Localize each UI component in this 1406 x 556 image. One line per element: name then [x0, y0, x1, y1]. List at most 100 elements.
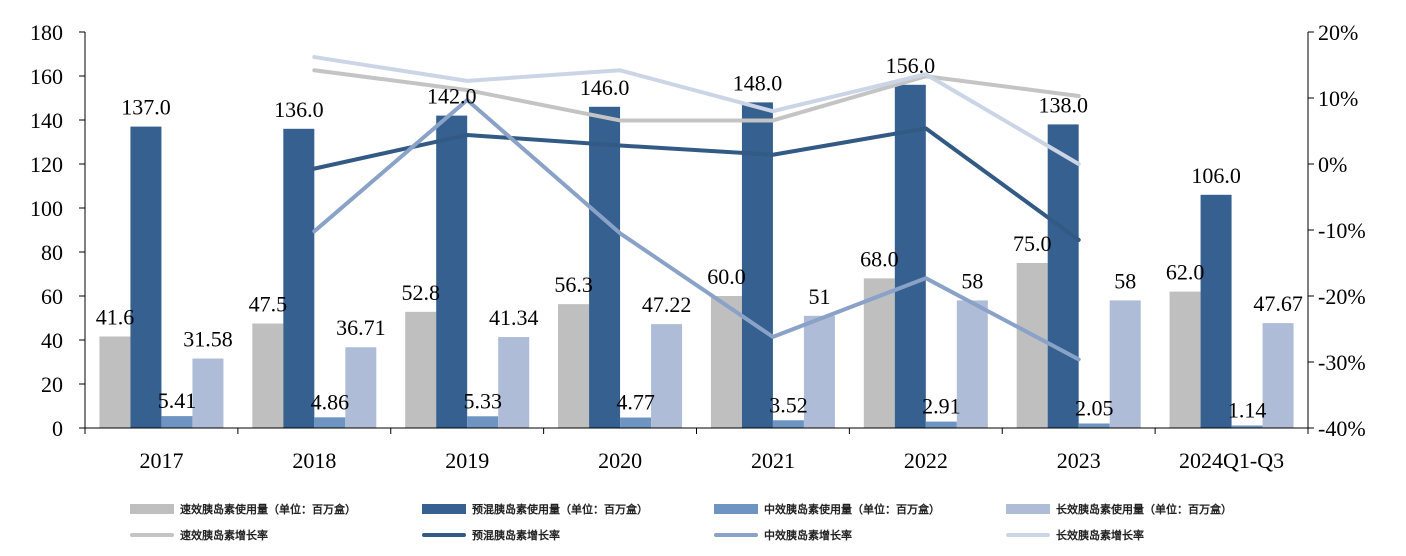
bar — [252, 323, 284, 428]
legend-swatch — [130, 504, 174, 514]
data-label: 75.0 — [1013, 231, 1052, 256]
growth-line — [312, 55, 1081, 166]
bar — [283, 128, 315, 429]
data-label: 5.33 — [463, 388, 502, 413]
legend-item-long-growth: 长效胰岛素增长率 — [1006, 527, 1298, 543]
legend-label: 中效胰岛素使用量（单位：百万盒） — [764, 503, 940, 516]
bar — [161, 416, 193, 428]
data-labels: 41.6 47.5 52.8 56.3 60.0 68.0 75.0 62.0 137.0 136… — [96, 53, 1303, 423]
legend-label: 预混胰岛素增长率 — [472, 529, 560, 542]
data-label: 36.71 — [336, 315, 386, 340]
bar — [772, 420, 804, 428]
insulin-usage-chart: 0 20 40 60 80 100 120 140 160 180 -40% -30% -20% -10%… — [30, 20, 1366, 473]
data-label: 51 — [808, 284, 830, 309]
data-label: 3.52 — [769, 392, 808, 417]
legend-item-intermediate-usage: 中效胰岛素使用量（单位：百万盒） — [714, 501, 1006, 517]
legend-label: 预混胰岛素使用量（单位：百万盒） — [472, 503, 648, 516]
bar — [894, 84, 926, 429]
left-tick-label: 40 — [41, 328, 63, 353]
data-label: 146.0 — [580, 75, 630, 100]
right-tick-label: 20% — [1318, 20, 1358, 45]
bar — [498, 337, 530, 428]
data-label: 148.0 — [733, 70, 783, 95]
bar — [803, 315, 835, 428]
right-tick-label: -10% — [1318, 218, 1366, 243]
bar — [925, 421, 957, 428]
bar — [1047, 124, 1079, 429]
bar — [1231, 425, 1263, 428]
x-tick-label: 2021 — [751, 448, 795, 473]
data-label: 156.0 — [886, 53, 936, 78]
data-label: 60.0 — [707, 264, 746, 289]
data-label: 52.8 — [401, 280, 440, 305]
bar — [956, 300, 988, 428]
data-label: 142.0 — [427, 84, 477, 109]
right-tick-label: 0% — [1318, 152, 1347, 177]
x-tick-label: 2017 — [139, 448, 183, 473]
legend-swatch — [422, 504, 466, 514]
left-tick-label: 120 — [30, 152, 63, 177]
right-tick-label: -30% — [1318, 350, 1366, 375]
bar — [589, 106, 621, 429]
axes: 0 20 40 60 80 100 120 140 160 180 -40% -30% -20% -10%… — [30, 20, 1366, 473]
data-label: 41.34 — [489, 305, 539, 330]
growth-lines — [312, 55, 1081, 362]
left-tick-label: 160 — [30, 64, 63, 89]
legend-label: 长效胰岛素增长率 — [1056, 529, 1144, 542]
bar — [710, 296, 742, 428]
bar — [651, 324, 683, 428]
data-label: 41.6 — [96, 304, 135, 329]
data-label: 47.22 — [642, 292, 692, 317]
growth-line — [312, 68, 1081, 123]
legend-label: 长效胰岛素使用量（单位：百万盒） — [1056, 503, 1232, 516]
legend-row-lines: 速效胰岛素增长率 预混胰岛素增长率 中效胰岛素增长率 长效胰岛素增长率 — [130, 522, 1310, 548]
bar — [345, 347, 377, 428]
left-tick-label: 180 — [30, 20, 63, 45]
data-label: 47.67 — [1253, 291, 1303, 316]
legend-label: 速效胰岛素增长率 — [180, 529, 268, 542]
left-tick-label: 80 — [41, 240, 63, 265]
left-tick-label: 20 — [41, 372, 63, 397]
data-label: 47.5 — [249, 292, 288, 317]
x-tick-label: 2019 — [445, 448, 489, 473]
bar — [405, 311, 437, 428]
data-label: 1.14 — [1228, 397, 1267, 422]
bar-marks — [99, 84, 1294, 429]
x-tick-label: 2018 — [292, 448, 336, 473]
bar — [99, 336, 131, 428]
bar — [558, 304, 590, 428]
bar — [741, 102, 773, 429]
data-label: 2.05 — [1075, 395, 1114, 420]
data-label: 136.0 — [274, 97, 324, 122]
bar — [1078, 423, 1110, 428]
bar — [1109, 300, 1141, 428]
x-tick-label: 2022 — [904, 448, 948, 473]
legend-swatch — [130, 533, 174, 537]
legend-item-long-usage: 长效胰岛素使用量（单位：百万盒） — [1006, 501, 1298, 517]
left-tick-label: 0 — [52, 416, 63, 441]
legend-item-intermediate-growth: 中效胰岛素增长率 — [714, 527, 1006, 543]
legend-swatch — [422, 533, 466, 537]
data-label: 138.0 — [1038, 92, 1088, 117]
legend-row-bars: 速效胰岛素使用量（单位：百万盒） 预混胰岛素使用量（单位：百万盒） 中效胰岛素使… — [130, 496, 1310, 522]
bar — [1016, 263, 1048, 428]
bar — [192, 358, 224, 428]
legend-item-premix-growth: 预混胰岛素增长率 — [422, 527, 714, 543]
right-tick-label: 10% — [1318, 86, 1358, 111]
data-label: 137.0 — [121, 95, 171, 120]
x-tick-label: 2023 — [1057, 448, 1101, 473]
legend-label: 中效胰岛素增长率 — [764, 529, 852, 542]
growth-line — [312, 126, 1081, 242]
data-label: 58 — [1114, 268, 1136, 293]
legend: 速效胰岛素使用量（单位：百万盒） 预混胰岛素使用量（单位：百万盒） 中效胰岛素使… — [130, 496, 1310, 548]
legend-label: 速效胰岛素使用量（单位：百万盒） — [180, 503, 356, 516]
data-label: 4.86 — [311, 389, 350, 414]
x-tick-label: 2020 — [598, 448, 642, 473]
x-tick-label: 2024Q1-Q3 — [1179, 448, 1284, 473]
bar — [1262, 323, 1294, 428]
bar — [620, 417, 652, 428]
growth-line — [312, 97, 1081, 362]
bar — [467, 416, 499, 428]
legend-item-premix-usage: 预混胰岛素使用量（单位：百万盒） — [422, 501, 714, 517]
data-label: 58 — [961, 268, 983, 293]
